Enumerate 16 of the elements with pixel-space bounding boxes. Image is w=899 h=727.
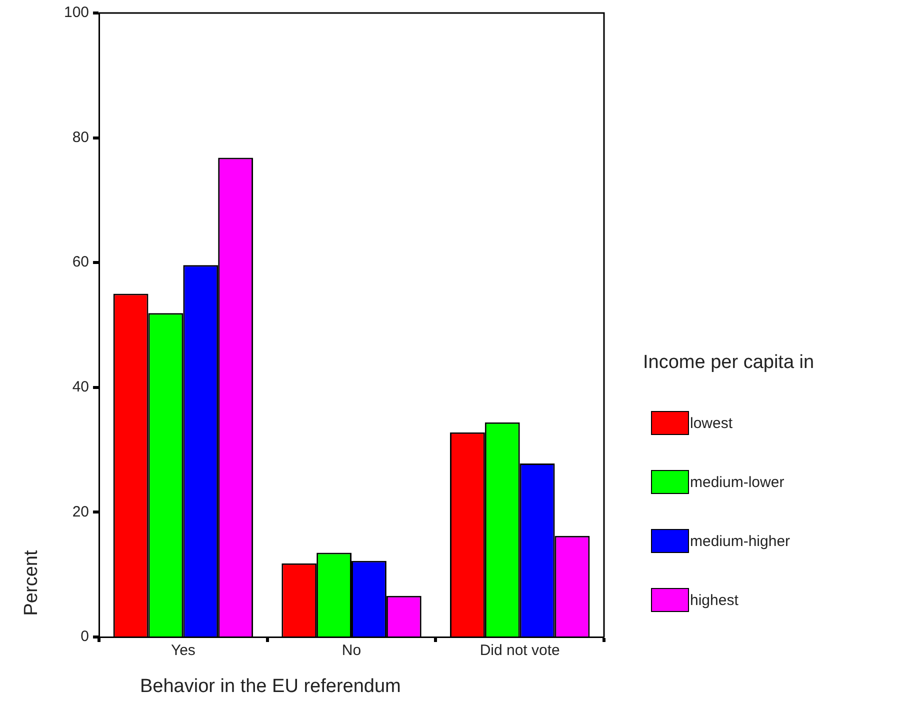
legend-label: medium-lower: [690, 474, 784, 490]
y-axis-title: Percent: [21, 549, 43, 618]
y-tick-label: 100: [64, 4, 90, 22]
x-tick-label: No: [342, 642, 362, 660]
y-tick-label: 40: [72, 378, 90, 396]
y-tick-label: 60: [72, 254, 90, 271]
x-tick-label: Did not vote: [480, 642, 560, 660]
x-axis-title: Behavior in the EU referendum: [140, 676, 401, 698]
legend-title: Income per capita in: [643, 352, 814, 374]
y-tick-label: 20: [72, 503, 90, 520]
legend-label: highest: [690, 592, 738, 608]
y-tick-label: 0: [80, 628, 90, 646]
legend-label: lowest: [690, 414, 733, 432]
legend-label: medium-higher: [690, 532, 790, 550]
y-tick-label: 80: [72, 128, 90, 146]
x-tick-label: Yes: [170, 642, 196, 660]
